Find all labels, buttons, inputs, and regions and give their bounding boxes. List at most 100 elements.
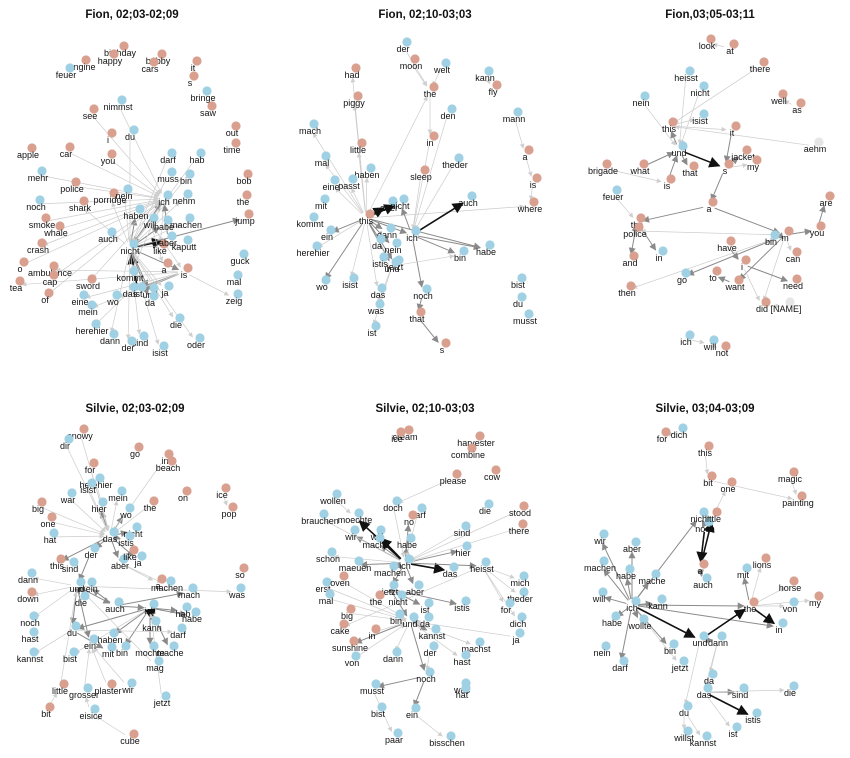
node-label: kannst: [419, 631, 446, 641]
node-label: police: [60, 184, 84, 194]
node-label: hat: [456, 690, 469, 700]
node-dot: [752, 708, 762, 718]
node-dot: [712, 507, 722, 517]
edge: [317, 220, 362, 248]
node-dot: [19, 257, 29, 267]
node-dot: [154, 656, 164, 666]
node-dot: [35, 195, 45, 205]
edge: [71, 153, 160, 197]
node-dot: [639, 614, 649, 624]
edge: [632, 236, 780, 289]
word-node: no: [404, 510, 418, 527]
node-dot: [326, 225, 336, 235]
edge: [47, 198, 159, 222]
node-label: you: [810, 228, 825, 238]
edge: [755, 587, 786, 604]
word-node: police: [623, 222, 647, 239]
word-node: sind: [62, 557, 79, 574]
word-node: at: [726, 39, 739, 56]
node-dot: [446, 731, 456, 741]
node-dot: [89, 634, 99, 644]
word-node: dann: [383, 647, 403, 664]
node-label: kann: [475, 73, 495, 83]
node-dot: [524, 145, 534, 155]
word-node: ja: [133, 551, 147, 568]
edge: [414, 166, 453, 231]
edge: [135, 242, 179, 248]
edge: [155, 606, 178, 614]
word-node: mit: [315, 194, 330, 211]
word-node: cream: [392, 425, 418, 442]
node-dot: [349, 636, 359, 646]
word-node: will: [592, 587, 608, 604]
edge: [604, 595, 627, 604]
node-label: mochte: [135, 648, 165, 658]
node-label: o: [17, 264, 22, 274]
word-node: combine: [451, 443, 485, 460]
edge: [684, 151, 721, 168]
word-node: is: [664, 174, 676, 191]
node-dot: [429, 131, 439, 141]
node-label: it: [730, 128, 735, 138]
node-label: aehm: [804, 144, 827, 154]
node-dot: [679, 656, 689, 666]
node-label: istis: [372, 259, 388, 269]
node-label: nein: [593, 648, 610, 658]
word-node: mache: [362, 533, 390, 550]
node-dot: [631, 537, 641, 547]
panel-title: Fion, 02;10-03;03: [378, 9, 471, 21]
node-label: aber: [406, 587, 424, 597]
node-dot: [612, 185, 622, 195]
node-dot: [65, 63, 75, 73]
node-dot: [429, 82, 439, 92]
node-dot: [348, 174, 358, 184]
node-label: wollte: [627, 621, 651, 631]
node-dot: [661, 427, 671, 437]
node-label: this: [698, 448, 713, 458]
node-dot: [792, 274, 802, 284]
node-label: is: [530, 180, 537, 190]
word-node: die: [479, 499, 494, 516]
word-node: go: [130, 442, 144, 459]
word-node: da: [145, 291, 159, 308]
node-label: bist: [371, 709, 386, 719]
node-label: ein: [406, 710, 418, 720]
word-node: there: [509, 519, 529, 536]
edge: [420, 320, 439, 343]
edge: [134, 227, 160, 245]
word-node: mehr: [28, 166, 48, 183]
edge: [374, 693, 392, 732]
node-label: a: [522, 152, 527, 162]
node-label: darf: [160, 155, 176, 165]
word-node: du: [67, 621, 81, 638]
node-dot: [195, 333, 205, 343]
node-dot: [65, 142, 75, 152]
node-label: s: [723, 166, 728, 176]
word-node: machen: [151, 576, 183, 593]
edge: [642, 206, 704, 223]
word-node: guck: [230, 249, 250, 266]
edge: [670, 130, 678, 145]
word-node: sind: [454, 521, 471, 538]
node-dot: [759, 57, 769, 67]
node-label: tea: [10, 283, 23, 293]
word-node: mit: [737, 563, 752, 580]
node-dot: [228, 502, 238, 512]
node-label: for: [657, 434, 668, 444]
node-dot: [685, 66, 695, 76]
word-node: moon: [400, 54, 422, 71]
node-label: ja: [133, 558, 141, 568]
node-label: sleep: [410, 172, 432, 182]
word-node: the: [424, 82, 439, 99]
node-dot: [349, 273, 359, 283]
node-dot: [90, 543, 100, 553]
node-label: big: [32, 504, 44, 514]
node-dot: [425, 667, 435, 677]
node-dot: [169, 641, 179, 651]
word-node: pop: [221, 502, 238, 519]
node-dot: [59, 679, 69, 689]
edges: [608, 42, 826, 348]
word-node: cube: [120, 729, 140, 746]
node-dot: [309, 119, 319, 129]
word-node: eine: [71, 290, 89, 307]
